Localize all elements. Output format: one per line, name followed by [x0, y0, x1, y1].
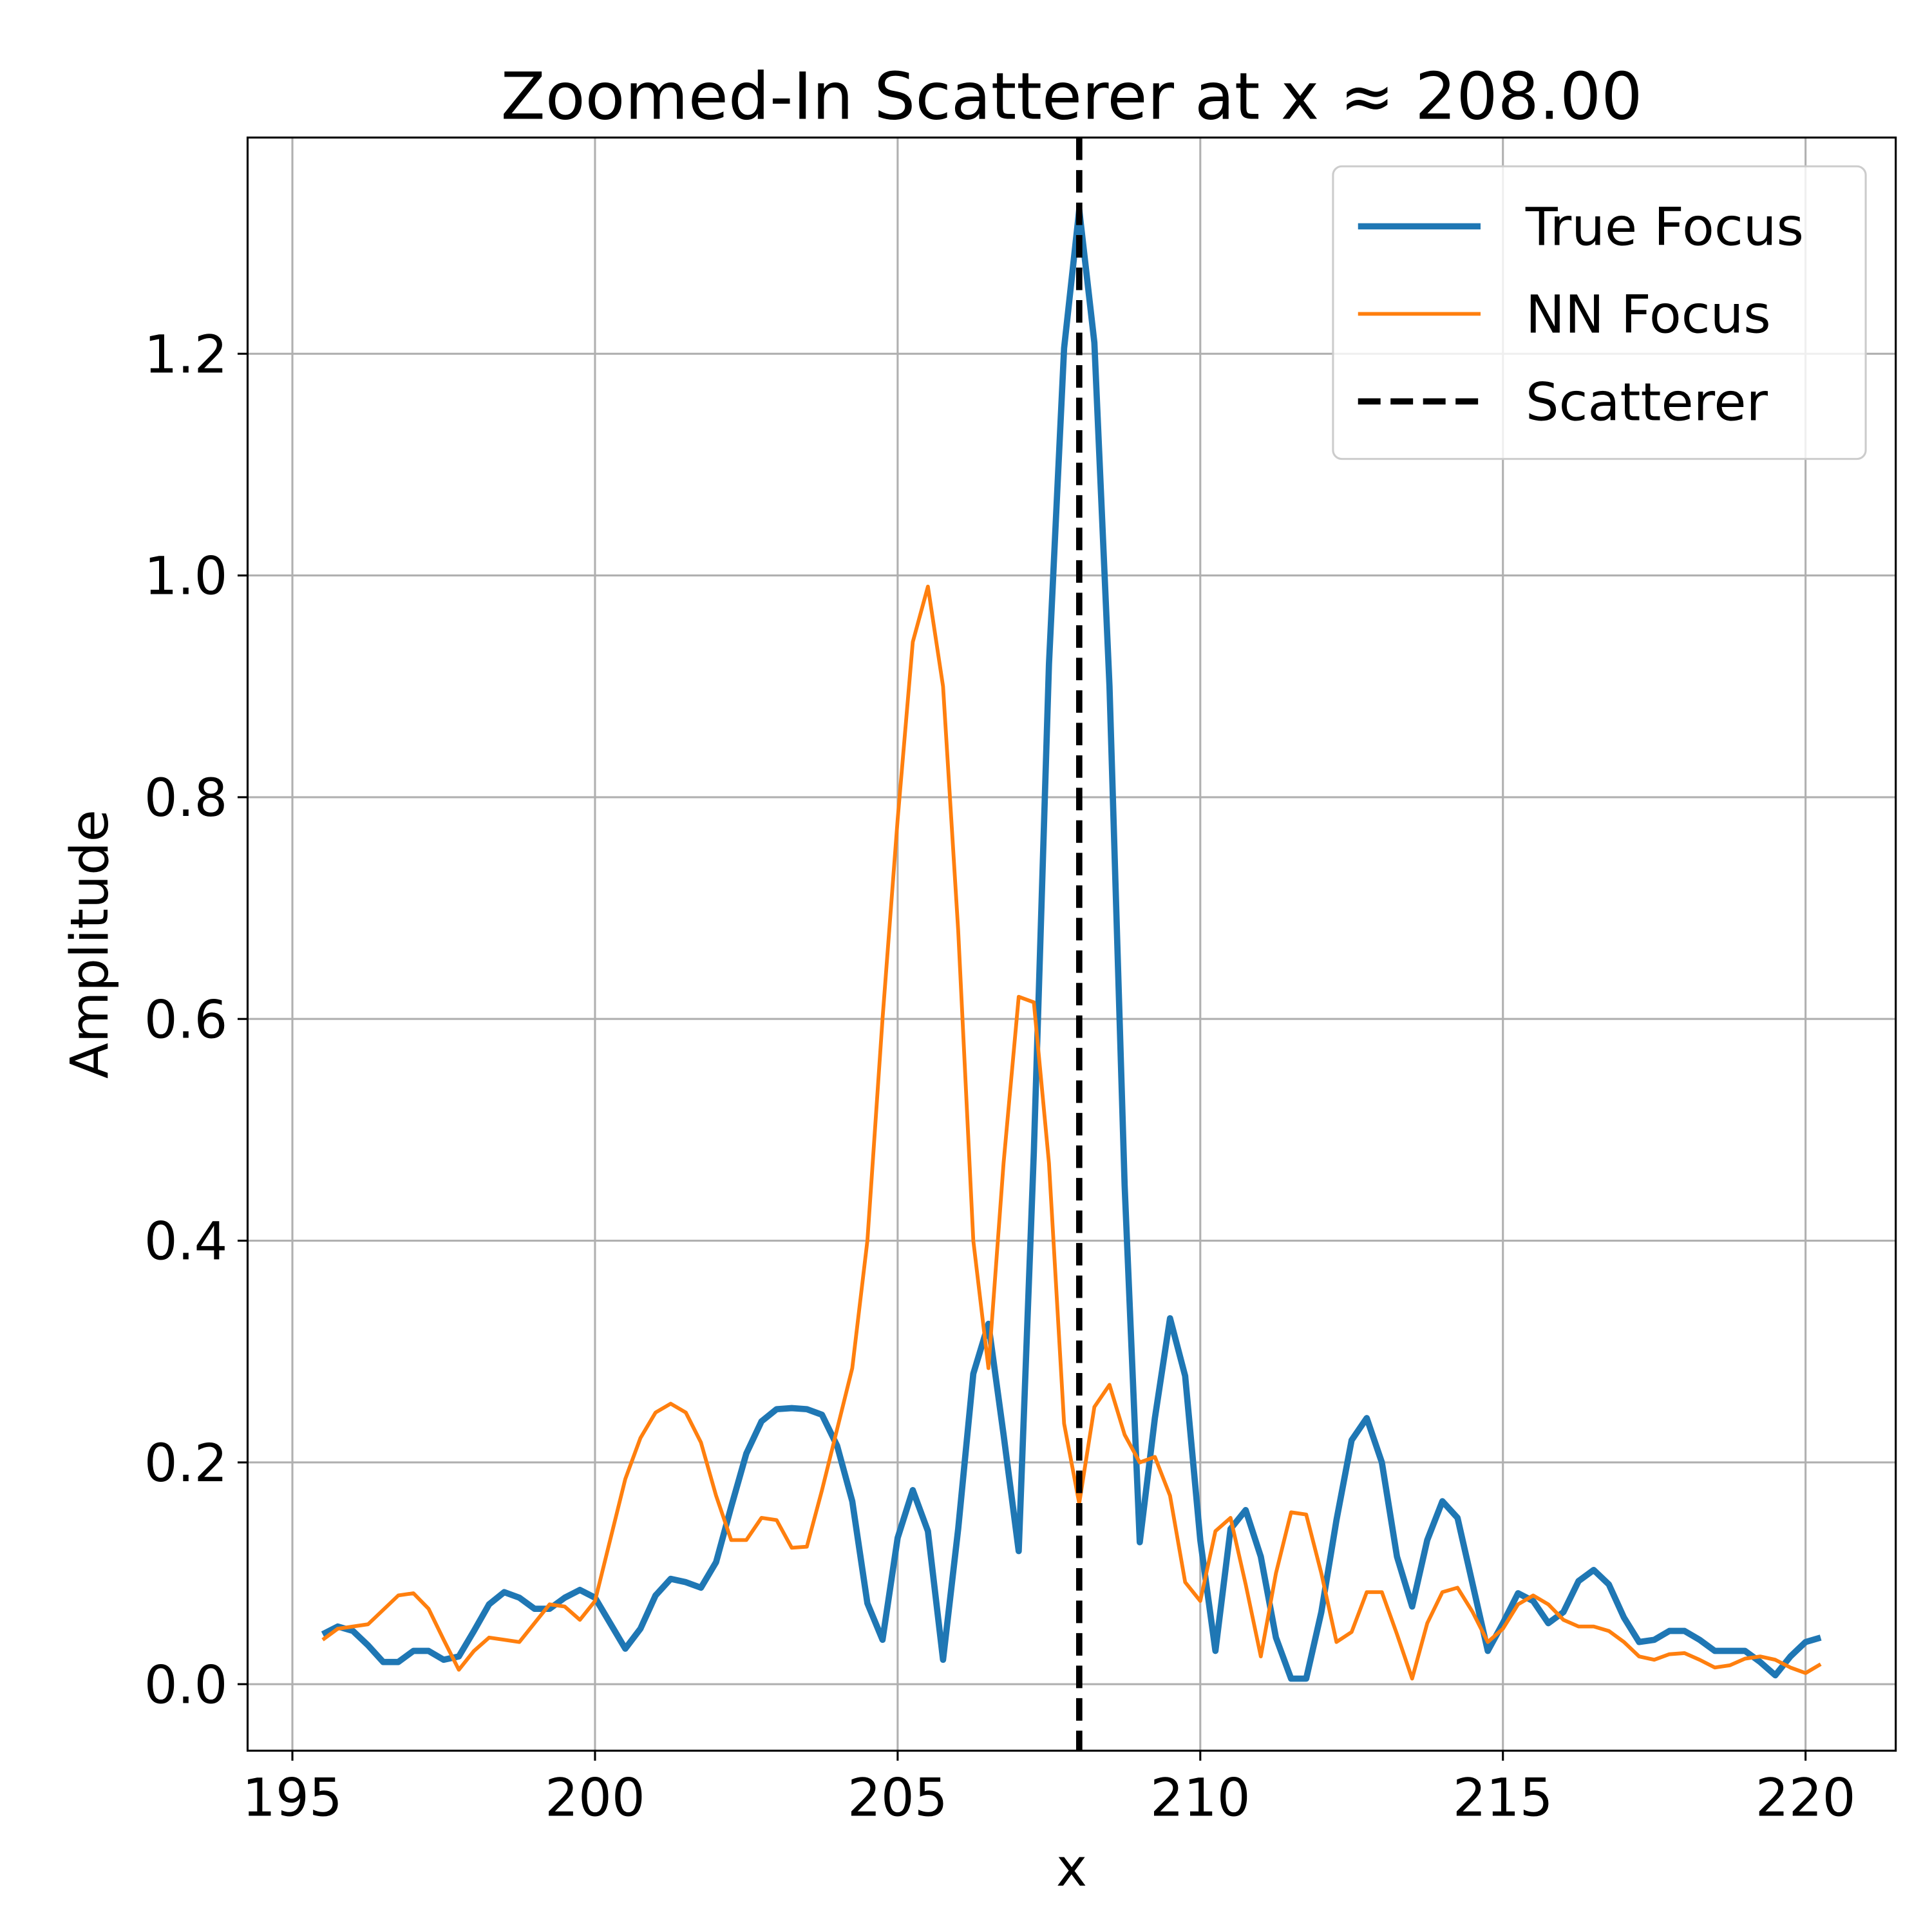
y-tick-label: 0.8 — [144, 768, 228, 829]
series-line — [321, 584, 1822, 1681]
legend: True Focus NN Focus Scatterer — [1332, 165, 1867, 460]
plot-frame — [246, 137, 1897, 1752]
x-tick-label: 215 — [1453, 1767, 1553, 1828]
y-tick-label: 1.0 — [144, 546, 228, 607]
legend-frame — [1332, 165, 1867, 460]
legend-label: Scatterer — [1526, 372, 1768, 433]
x-tick-label: 220 — [1756, 1767, 1856, 1828]
y-tick-label: 0.6 — [144, 989, 228, 1050]
x-tick-label: 200 — [545, 1767, 645, 1828]
legend-label: True Focus — [1525, 197, 1804, 258]
x-tick-label: 195 — [242, 1767, 343, 1828]
y-tick-label: 0.2 — [144, 1433, 228, 1494]
y-tick-label: 0.0 — [144, 1654, 228, 1716]
legend-label: NN Focus — [1526, 285, 1771, 346]
y-axis-label: Amplitude — [59, 810, 120, 1079]
y-tick-label: 0.4 — [144, 1211, 228, 1273]
x-axis-label: x — [1056, 1837, 1087, 1899]
x-tick-label: 205 — [848, 1767, 948, 1828]
chart-title: Zoomed-In Scatterer at x ≈ 208.00 — [501, 58, 1643, 134]
series-line — [321, 206, 1822, 1682]
y-tick-label: 1.2 — [144, 324, 228, 385]
x-tick-label: 210 — [1150, 1767, 1251, 1828]
